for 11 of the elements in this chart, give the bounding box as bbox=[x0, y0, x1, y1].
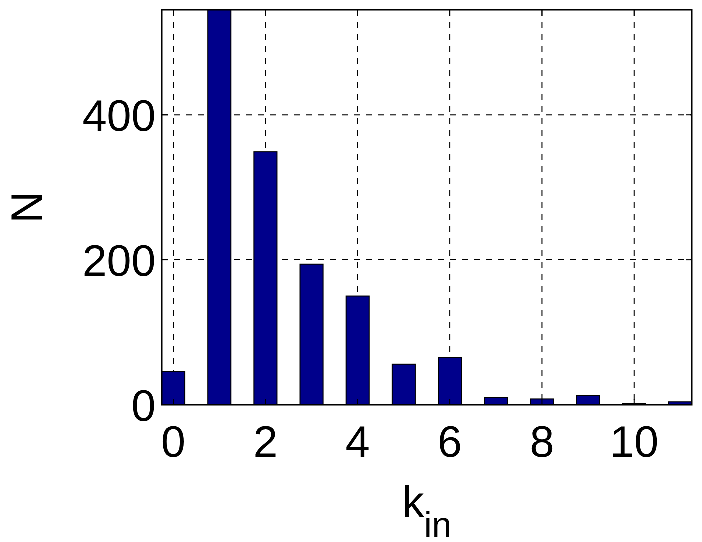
x-tick-label: 2 bbox=[253, 418, 278, 467]
x-tick-label: 8 bbox=[530, 418, 554, 467]
y-axis-title: N bbox=[3, 192, 52, 224]
x-tick-label: 4 bbox=[346, 418, 370, 467]
y-tick-label: 0 bbox=[132, 382, 156, 431]
x-tick-label: 10 bbox=[610, 418, 659, 467]
x-tick-label: 0 bbox=[161, 418, 186, 467]
x-tick-label: 6 bbox=[438, 418, 462, 467]
y-tick-label: 200 bbox=[82, 237, 156, 286]
x-axis-title: k$_{in}$ bbox=[402, 478, 452, 542]
y-tick-label: 400 bbox=[82, 92, 156, 142]
